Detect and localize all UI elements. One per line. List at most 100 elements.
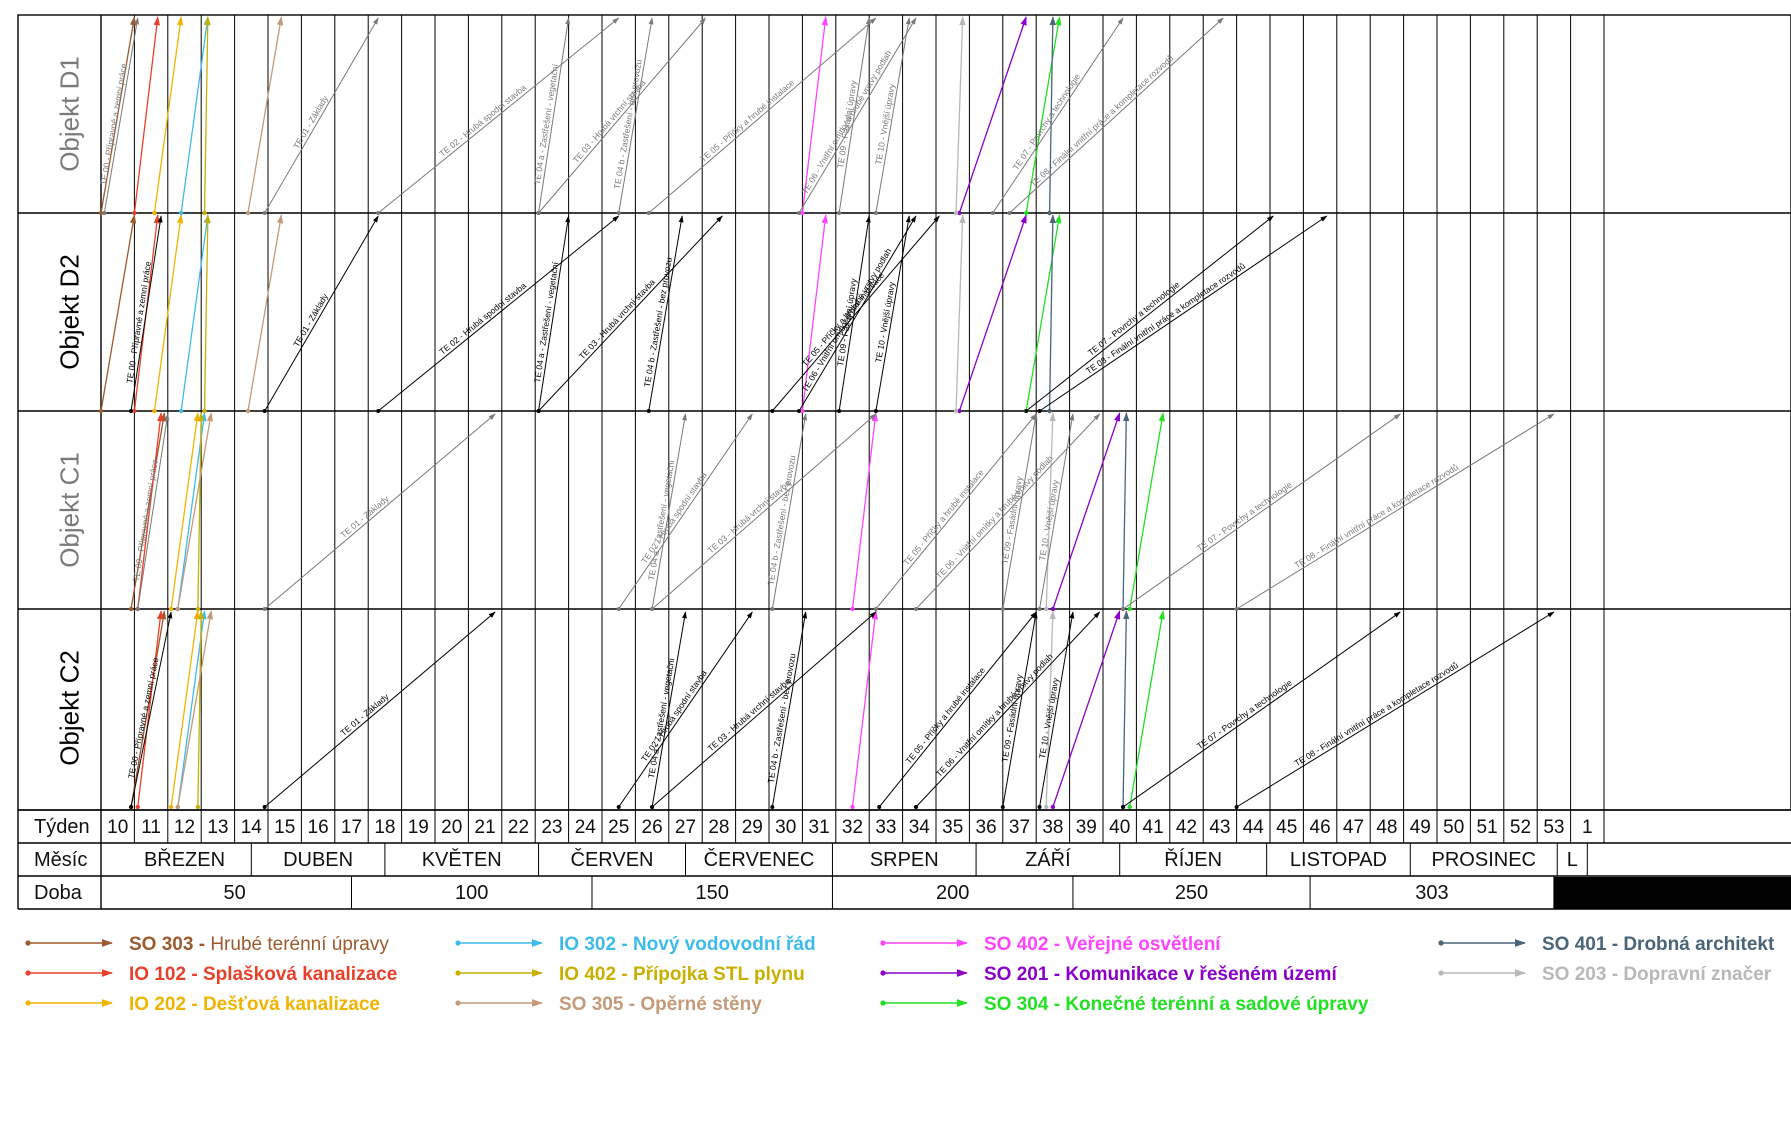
so-line-start (800, 210, 805, 216)
so-line-start (98, 210, 104, 216)
legend-entry: IO 102 - Splašková kanalizace (129, 964, 397, 985)
so-line-so-303 (100, 214, 137, 412)
activity-start (1234, 805, 1239, 809)
duration-label: 200 (936, 882, 969, 904)
activity-line (1122, 611, 1401, 808)
activity-label: TE 00 - Přípravné a zemní práce (131, 458, 160, 582)
activity-start (536, 409, 541, 413)
so-line-start (1023, 210, 1029, 216)
so-line-start (1050, 606, 1056, 612)
so-line-io-102 (137, 610, 164, 808)
activity-line (137, 413, 170, 610)
activity-label: TE 01 - Základy (291, 93, 330, 151)
week-label: 19 (408, 817, 429, 838)
week-label: 41 (1143, 817, 1164, 838)
activity-line (130, 611, 173, 808)
activity-start (646, 409, 651, 413)
legend-entry: IO 202 - Dešťová kanalizace (129, 994, 380, 1015)
activity-line (538, 215, 571, 412)
so-line-start (1050, 804, 1056, 810)
month-label: L (1567, 849, 1578, 871)
activity-start (536, 211, 541, 215)
activity-line (651, 413, 877, 610)
activity-start (877, 805, 882, 809)
so-line-start (195, 606, 201, 612)
activity-start (262, 607, 267, 611)
activity-line (915, 611, 1101, 808)
week-label: 35 (942, 817, 963, 838)
so-line-start (1044, 606, 1049, 612)
so-line-start (245, 408, 251, 414)
legend-entry: SO 304 - Konečné terénní a sadové úpravy (984, 994, 1369, 1015)
activity-line (838, 215, 871, 412)
so-line-start (850, 804, 855, 810)
activity-start (837, 409, 842, 413)
activity-line (1002, 413, 1038, 610)
so-line-so-203 (955, 214, 966, 412)
so-line-start (175, 606, 181, 612)
activity-label: TE 03 - Hrubá vrchní stavba (577, 277, 657, 361)
legend-entry: SO 401 - Drobná architekt (1542, 934, 1775, 955)
month-label: LISTOPAD (1290, 849, 1387, 871)
week-label: 40 (1109, 817, 1130, 838)
week-label: 14 (241, 817, 263, 838)
week-label: 25 (608, 817, 629, 838)
week-label: 17 (341, 817, 362, 838)
activity-line (130, 215, 163, 412)
so-line-so-304 (1025, 214, 1062, 412)
activity-label: TE 08 - Finální vnitřní práce a kompleta… (1084, 261, 1247, 376)
activity-label: TE 10 - Vnější úpravy (873, 280, 897, 363)
week-label: 51 (1477, 817, 1498, 838)
so-line-io-402 (197, 412, 205, 610)
activity-start (1121, 805, 1126, 809)
legend-entry: IO 302 - Nový vodovodní řád (559, 934, 816, 955)
activity-start (873, 607, 878, 611)
activity-line (1039, 215, 1328, 412)
duration-label: 50 (223, 882, 245, 904)
activity-line (1009, 17, 1224, 214)
week-label: 15 (274, 817, 295, 838)
so-line-so-303 (130, 610, 167, 808)
so-line-so-305 (247, 16, 284, 214)
activity-start (770, 607, 775, 611)
activity-line (538, 17, 706, 214)
week-label: 12 (174, 817, 195, 838)
so-line-so-402 (851, 412, 879, 610)
activity-label: TE 02 - Hrubá spodní stavba (437, 82, 528, 158)
activity-label: TE 02 - Hrubá spodní stavba (437, 280, 528, 356)
so-line-start (168, 606, 174, 612)
object-label-3: Objekt C1 (55, 452, 85, 568)
legend-entry: SO 201 - Komunikace v řešeném území (984, 964, 1337, 985)
activity-line (618, 611, 753, 808)
so-line-start (128, 606, 134, 612)
month-label: ČERVEN (571, 848, 654, 871)
duration-label: 250 (1175, 882, 1208, 904)
activity-line (878, 611, 1037, 808)
activity-line (648, 215, 684, 412)
activity-start (1007, 211, 1012, 215)
row-header-month: Měsíc (34, 849, 87, 871)
month-label: KVĚTEN (422, 848, 502, 871)
week-grid (133, 15, 1605, 843)
so-line-start (1127, 804, 1132, 810)
month-label: ŘÍJEN (1164, 848, 1222, 871)
week-label: 36 (976, 817, 997, 838)
activity-start (376, 211, 381, 215)
activity-line (103, 17, 140, 214)
week-label: 1 (1582, 817, 1593, 838)
activity-label: TE 00 - Přípravné a zemní práce (124, 260, 153, 384)
so-line-start (202, 210, 207, 216)
activity-line (1025, 215, 1274, 412)
so-line-io-402 (197, 610, 205, 808)
legend-entry: SO 303 - Hrubé terénní úpravy (129, 934, 389, 955)
activity-start (650, 805, 655, 809)
activity-label: TE 04 a - Zastřešení - vegetační (532, 63, 561, 186)
duration-label: 100 (455, 882, 488, 904)
week-label: 33 (875, 817, 896, 838)
activity-line (771, 611, 808, 808)
activity-line (798, 215, 917, 412)
week-label: 13 (207, 817, 228, 838)
so-line-start (202, 408, 207, 414)
activity-line (798, 17, 917, 214)
so-line-io-202 (170, 412, 200, 610)
